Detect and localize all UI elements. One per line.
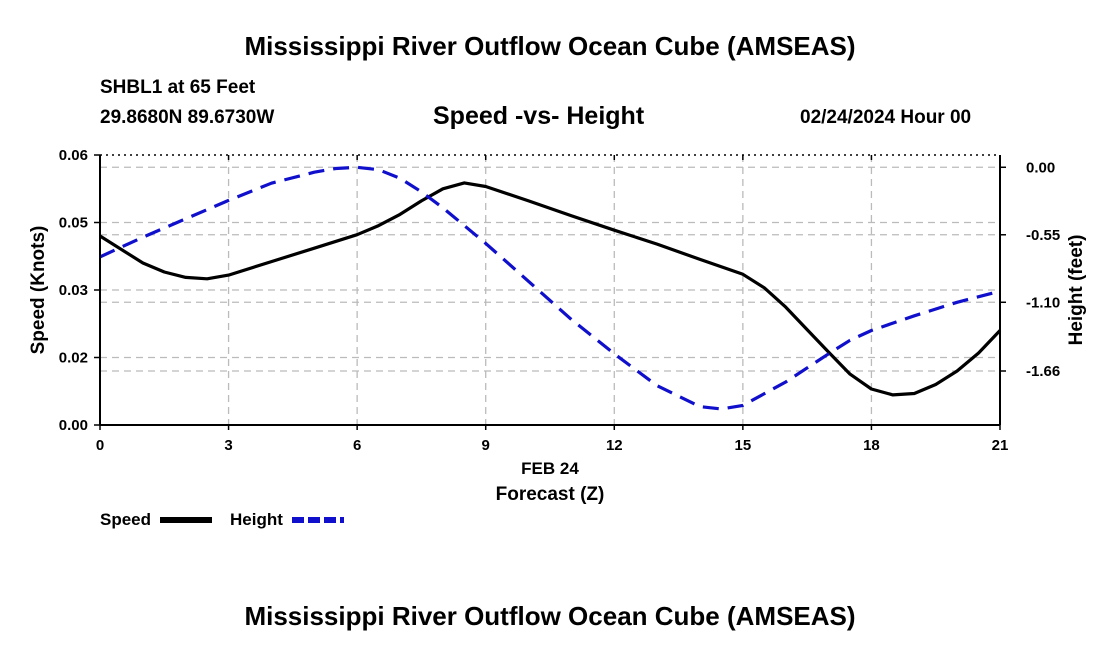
y-left-tick-label: 0.06 — [59, 147, 88, 164]
x-tick-label: 6 — [353, 437, 361, 454]
legend: Speed Height — [100, 510, 344, 529]
axis-labels: 0 3 6 9 12 15 18 21 0.00 0.02 0.03 0.05 0.06 0.00 -0.5… — [28, 147, 1087, 505]
x-tick-label: 18 — [863, 437, 880, 454]
y-right-axis-title: Height (feet) — [1066, 235, 1087, 346]
legend-label-speed: Speed — [100, 510, 151, 529]
speed-series-line — [99, 181, 1002, 397]
y-right-tick-label: 0.00 — [1026, 159, 1055, 176]
x-tick-label: 15 — [735, 437, 752, 454]
y-left-tick-label: 0.03 — [59, 282, 88, 299]
x-tick-label: 3 — [224, 437, 232, 454]
series-layer — [99, 165, 1002, 411]
y-left-tick-label: 0.00 — [59, 417, 88, 434]
axes — [94, 154, 1006, 430]
location-label: 29.8680N 89.6730W — [100, 107, 275, 128]
x-tick-label: 21 — [992, 437, 1009, 454]
datetime-label: 02/24/2024 Hour 00 — [800, 107, 972, 128]
y-left-tick-label: 0.05 — [59, 215, 88, 232]
y-right-tick-label: -1.66 — [1026, 363, 1060, 380]
x-tick-label: 9 — [482, 437, 490, 454]
x-tick-label: 0 — [96, 437, 104, 454]
chart-subtitle: Speed -vs- Height — [433, 102, 645, 130]
x-axis-date-label: FEB 24 — [521, 459, 579, 478]
footer-title: Mississippi River Outflow Ocean Cube (AM… — [244, 601, 856, 631]
y-left-tick-label: 0.02 — [59, 350, 88, 367]
y-right-tick-label: -1.10 — [1026, 294, 1060, 311]
height-series-line — [99, 165, 1001, 411]
y-right-tick-label: -0.55 — [1026, 227, 1060, 244]
x-axis-title: Forecast (Z) — [496, 484, 605, 505]
y-left-axis-title: Speed (Knots) — [28, 226, 49, 355]
x-tick-label: 12 — [606, 437, 623, 454]
legend-label-height: Height — [230, 510, 283, 529]
chart-title: Mississippi River Outflow Ocean Cube (AM… — [244, 31, 856, 61]
station-label: SHBL1 at 65 Feet — [100, 77, 256, 98]
